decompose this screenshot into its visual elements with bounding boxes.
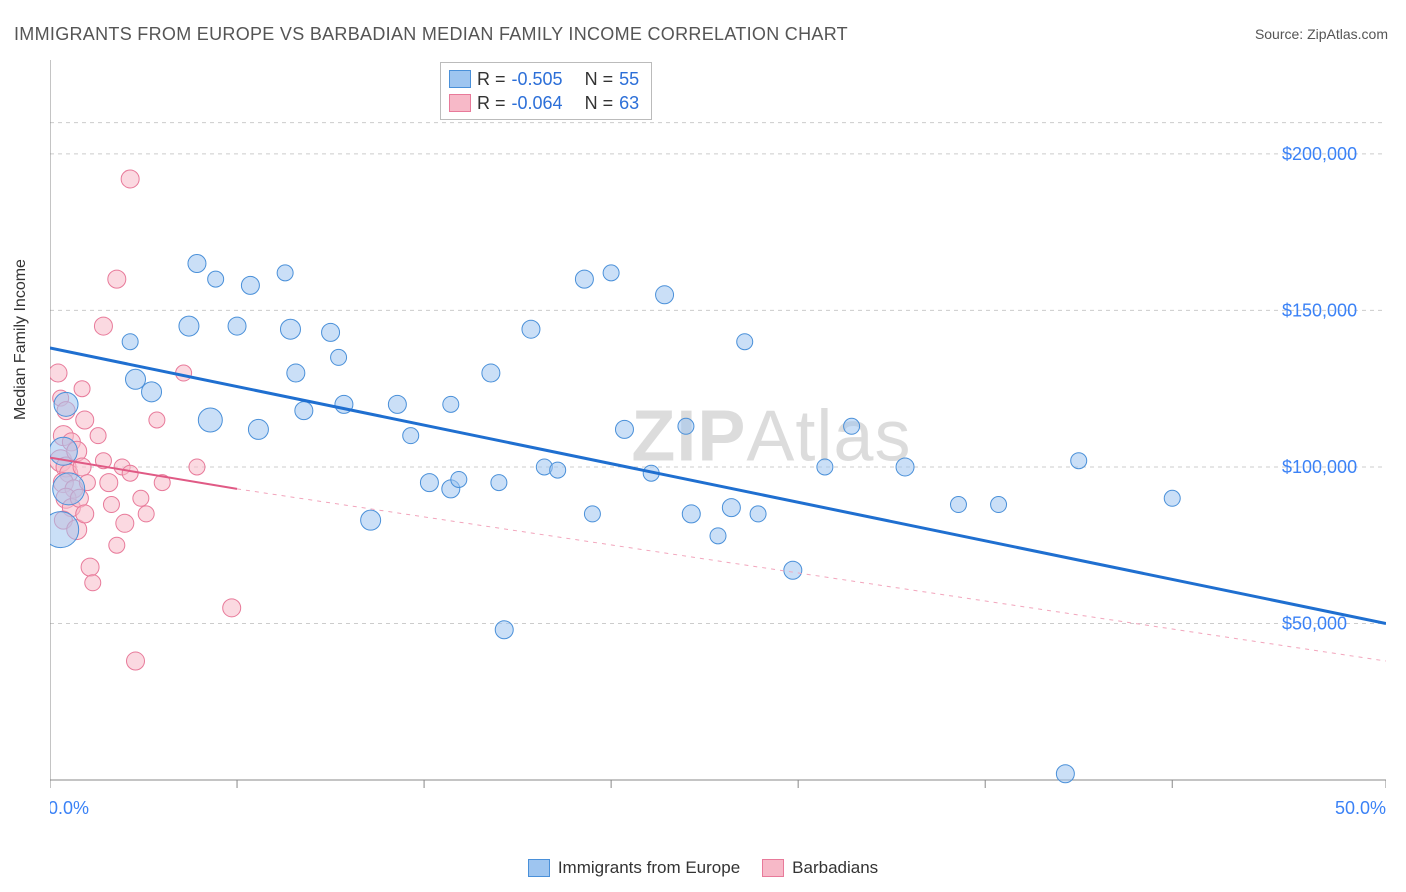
swatch-blue — [449, 70, 471, 88]
svg-text:$50,000: $50,000 — [1282, 613, 1347, 633]
chart-svg: $50,000 $100,000 $150,000 $200,000 0.0% 50.0%… — [50, 60, 1386, 820]
y-axis-label: Median Family Income — [12, 259, 30, 420]
legend-item-blue: Immigrants from Europe — [528, 858, 740, 878]
r-value-pink: -0.064 — [512, 91, 563, 115]
swatch-pink — [449, 94, 471, 112]
svg-text:$150,000: $150,000 — [1282, 300, 1357, 320]
chart-container: IMMIGRANTS FROM EUROPE VS BARBADIAN MEDI… — [0, 0, 1406, 892]
n-value-pink: 63 — [619, 91, 639, 115]
correlation-row-blue: R = -0.505 N = 55 — [449, 67, 639, 91]
legend-swatch-pink — [762, 859, 784, 877]
svg-text:50.0%: 50.0% — [1335, 798, 1386, 818]
correlation-row-pink: R = -0.064 N = 63 — [449, 91, 639, 115]
svg-text:$100,000: $100,000 — [1282, 457, 1357, 477]
n-label: N = — [585, 91, 614, 115]
source-label: Source: ZipAtlas.com — [1255, 26, 1388, 42]
r-value-blue: -0.505 — [512, 67, 563, 91]
svg-text:ZIPAtlas: ZIPAtlas — [631, 397, 911, 477]
legend-swatch-blue — [528, 859, 550, 877]
legend-label-blue: Immigrants from Europe — [558, 858, 740, 878]
svg-text:$200,000: $200,000 — [1282, 144, 1357, 164]
n-value-blue: 55 — [619, 67, 639, 91]
legend-item-pink: Barbadians — [762, 858, 878, 878]
r-label: R = — [477, 67, 506, 91]
r-label: R = — [477, 91, 506, 115]
bottom-legend: Immigrants from Europe Barbadians — [0, 858, 1406, 878]
chart-title: IMMIGRANTS FROM EUROPE VS BARBADIAN MEDI… — [14, 24, 848, 45]
n-label: N = — [585, 67, 614, 91]
chart-plot-area: $50,000 $100,000 $150,000 $200,000 0.0% 50.0%… — [50, 60, 1386, 820]
svg-text:0.0%: 0.0% — [50, 798, 89, 818]
legend-label-pink: Barbadians — [792, 858, 878, 878]
source-name: ZipAtlas.com — [1307, 26, 1388, 42]
correlation-legend-box: R = -0.505 N = 55 R = -0.064 N = 63 — [440, 62, 652, 120]
source-prefix: Source: — [1255, 26, 1307, 42]
